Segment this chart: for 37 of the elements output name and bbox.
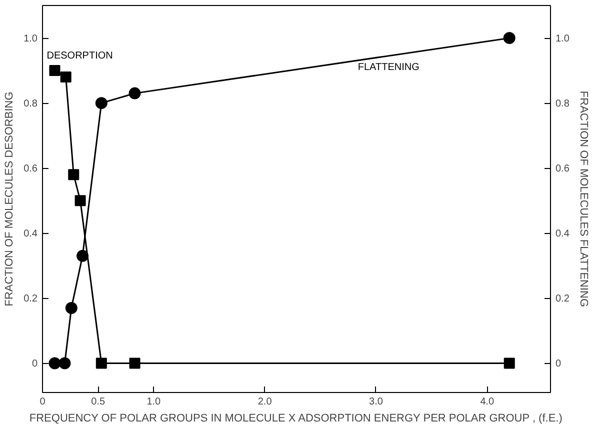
y-tick-label: 0 [32,358,38,370]
y2-tick-label: 0.4 [556,228,570,240]
x-axis-title: FREQUENCY OF POLAR GROUPS IN MOLECULE X ADSORPTION ENERGY PER POLAR GROUP , (f.E.) [29,412,562,424]
point [49,65,60,76]
y2-tick-label: 0.2 [556,294,570,305]
x-tick-label: 4.0 [480,396,495,408]
series-label: FLATTENING [358,62,420,74]
y-tick-label: 0.8 [24,98,38,110]
point [129,358,140,369]
y2-axis-title: FRACTION OF MOLECULES FLATTENING [577,90,590,308]
point [504,358,515,369]
point [96,358,107,369]
y-tick-label: 0.2 [24,294,38,305]
point [65,302,78,314]
point [48,357,61,370]
x-tick-label: 1.0 [146,396,162,408]
x-tick-label: 3.0 [369,396,384,408]
y-tick-label: 1.0 [24,34,38,45]
y2-tick-label: 0.6 [556,164,570,175]
point [128,87,141,100]
point [503,32,516,44]
point [76,250,89,262]
x-tick-label: 0 [40,396,46,408]
y-tick-label: 0.6 [24,164,38,175]
y-axis-title: FRACTION OF MOLECULES DESORBING [4,92,16,306]
point [58,357,71,370]
y2-tick-label: 0.8 [556,98,570,110]
x-tick-label: 0.5 [91,396,106,408]
y2-tick-label: 0 [556,358,562,370]
point [60,72,72,83]
point [74,195,86,206]
point [95,97,108,110]
y-tick-label: 0.4 [24,228,38,240]
y2-tick-label: 1.0 [556,34,570,45]
point [68,169,80,180]
series-label: DESORPTION [46,50,113,62]
x-tick-label: 2.0 [258,396,272,408]
